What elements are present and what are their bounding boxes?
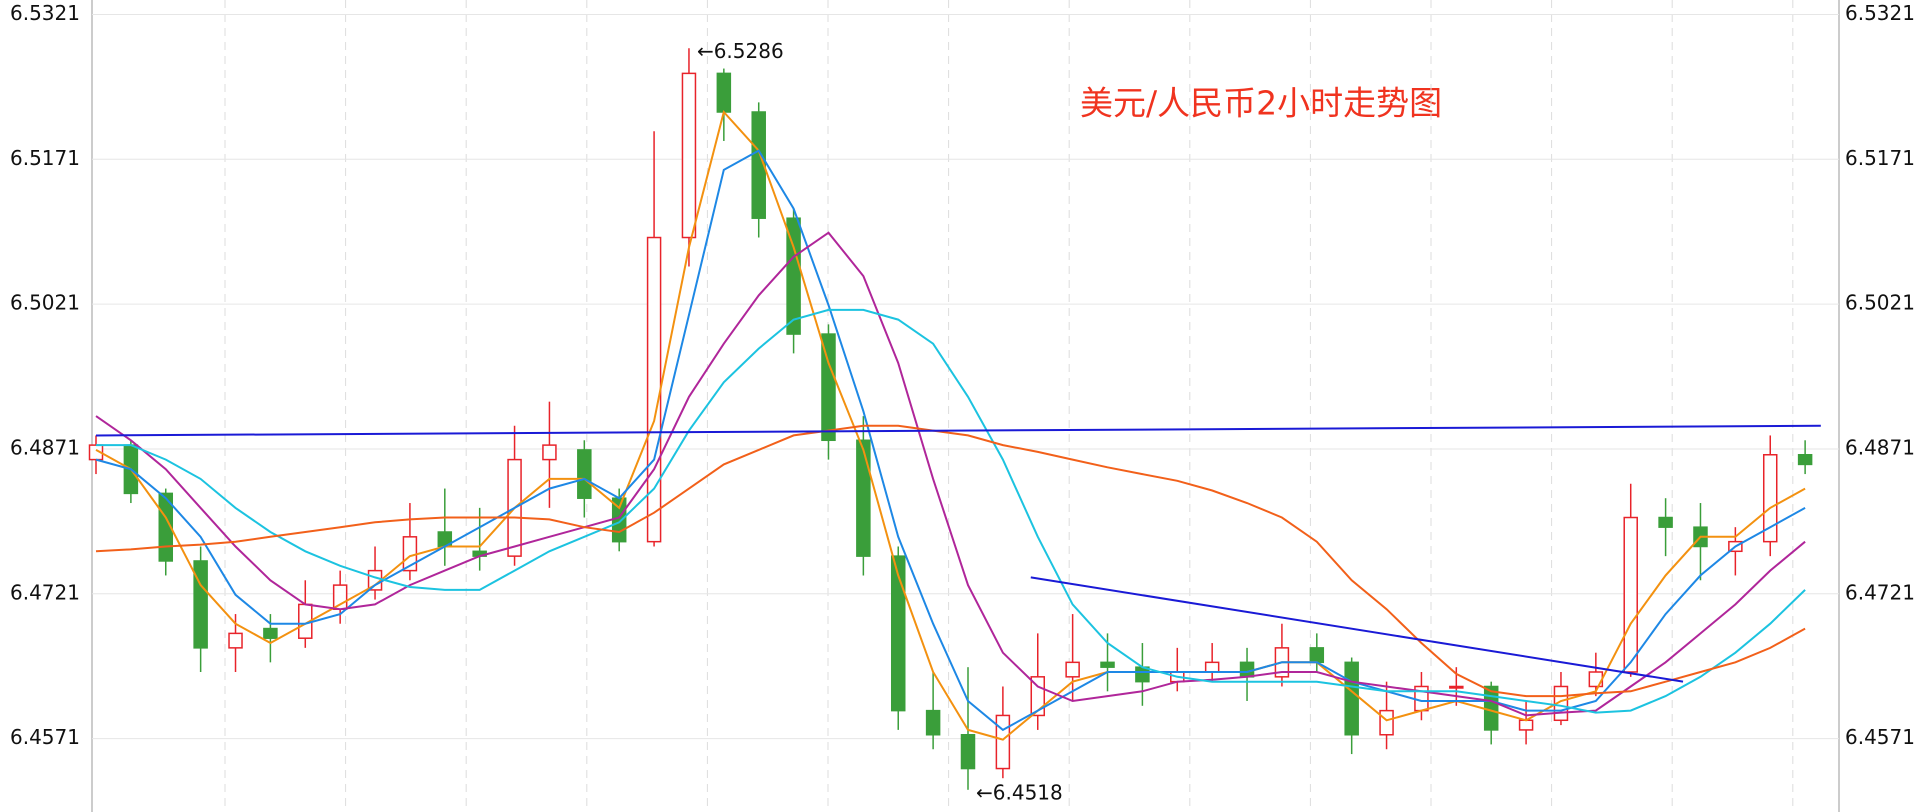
candle-body — [1204, 661, 1220, 673]
candle-body — [681, 72, 697, 239]
y-tick-label: 6.5321 — [10, 1, 80, 25]
y-tick-label: 6.5171 — [10, 146, 80, 170]
candle-body — [786, 217, 801, 335]
candle-body — [228, 632, 243, 649]
candle-body — [1623, 516, 1638, 673]
candle-body — [1658, 516, 1673, 528]
candle-body — [1483, 685, 1499, 731]
moving-average-line — [95, 109, 1806, 741]
candle-body — [1518, 719, 1534, 731]
y-tick-label: 6.4721 — [10, 580, 80, 604]
y-tick-label-right: 6.4721 — [1845, 580, 1915, 604]
candle-body — [577, 449, 592, 499]
moving-average-line — [96, 308, 1806, 714]
candle-body — [1344, 661, 1359, 736]
y-tick-label: 6.4571 — [10, 725, 80, 749]
y-tick-label-right: 6.5021 — [1845, 291, 1915, 315]
candle-body — [925, 709, 941, 736]
candle-body — [1797, 454, 1813, 466]
trend-line — [95, 424, 1821, 437]
candle-body — [263, 627, 278, 639]
candle-body — [1030, 676, 1046, 717]
moving-average-line — [95, 149, 1806, 732]
y-tick-label-right: 6.4571 — [1845, 725, 1915, 749]
candle-body — [995, 714, 1011, 770]
moving-average-line — [95, 424, 1806, 698]
y-tick-label: 6.4871 — [10, 435, 80, 459]
candle-body — [1239, 661, 1255, 678]
candle-body — [1449, 685, 1464, 689]
y-tick-label-right: 6.4871 — [1845, 435, 1915, 459]
extreme-annotation: ←6.4518 — [976, 780, 1063, 804]
y-tick-label: 6.5021 — [10, 291, 80, 315]
y-tick-label-right: 6.5321 — [1845, 1, 1915, 25]
trend-line — [1030, 576, 1684, 683]
y-tick-label-right: 6.5171 — [1845, 146, 1915, 170]
candle-body — [542, 444, 557, 461]
candle-body — [1065, 661, 1080, 678]
candle-body — [332, 584, 348, 610]
candle-body — [158, 492, 174, 562]
chart-title: 美元/人民币2小时走势图 — [1080, 84, 1442, 123]
candle-body — [1379, 709, 1394, 736]
extreme-annotation: ←6.5286 — [697, 39, 784, 63]
candle-body — [1762, 454, 1778, 543]
candle-body — [193, 560, 208, 649]
candle-body — [821, 333, 836, 442]
candle-body — [1309, 647, 1325, 664]
candle-body — [1100, 661, 1115, 668]
candle-body — [646, 236, 662, 543]
candle-body — [856, 439, 871, 557]
candle-body — [751, 111, 766, 219]
candle-body — [716, 72, 732, 113]
candle-body — [890, 555, 906, 712]
moving-average-line — [95, 231, 1806, 717]
candle-body — [960, 734, 976, 770]
